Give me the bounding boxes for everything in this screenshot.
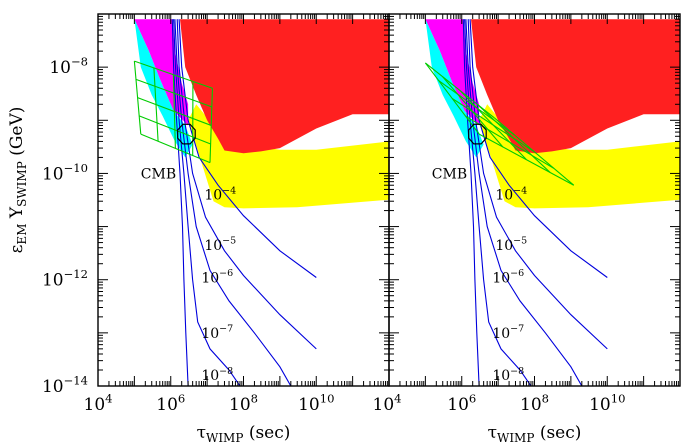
y-ticks	[98, 15, 389, 387]
x-axis-label: τWIMP (sec)	[197, 423, 291, 443]
curve-3	[465, 19, 583, 386]
curve-label-3: 10−6	[201, 268, 233, 286]
grid-row-line	[140, 133, 211, 164]
region-yellow	[188, 104, 389, 209]
region-cyan	[134, 19, 193, 158]
x-tick-label: 1010	[298, 391, 334, 415]
x-tick-label: 106	[447, 391, 476, 415]
green-grid	[424, 62, 575, 186]
curve-label-2: 10−5	[495, 236, 527, 254]
curve-label-5: 10−8	[492, 366, 524, 384]
cmb-label: CMB	[141, 166, 176, 182]
region-red	[180, 19, 389, 154]
y-tick-label: 10−12	[42, 267, 88, 291]
curve-4	[464, 19, 532, 386]
octagon-marker	[177, 123, 196, 145]
x-tick-label: 1010	[589, 391, 625, 415]
curve-label-3: 10−6	[492, 268, 524, 286]
region-yellow	[479, 104, 680, 209]
curve-5	[171, 19, 189, 386]
y-tick-label: 10−8	[49, 54, 88, 78]
green-grid	[133, 60, 213, 164]
y-axis-label: εEM YSWIMP (GeV)	[7, 107, 29, 254]
panel-left: 10−4 10−5 10−6 10−7 10−8 CMB 104 106 108 1010 10−8…	[7, 13, 390, 443]
x-tick-label: 104	[373, 391, 402, 415]
curve-label-4: 10−7	[492, 324, 524, 342]
grid-row-line	[138, 115, 211, 145]
curve-5	[462, 19, 480, 386]
x-tick-label: 108	[229, 391, 258, 415]
x-axis-label: τWIMP (sec)	[488, 423, 582, 443]
y-tick-label: 10−14	[42, 373, 88, 397]
curve-label-1: 10−4	[495, 185, 527, 203]
cmb-label: CMB	[432, 166, 467, 182]
x-tick-label: 104	[84, 391, 113, 415]
y-ticks	[389, 15, 680, 387]
y-tick-label: 10−10	[42, 161, 88, 185]
grid-row-line	[425, 62, 495, 119]
grid-col-line	[172, 74, 176, 149]
x-tick-label: 108	[520, 391, 549, 415]
octagon-marker	[468, 123, 487, 145]
region-cyan	[425, 19, 484, 158]
curve-label-1: 10−4	[204, 185, 236, 203]
region-magenta	[134, 19, 189, 126]
curve-1	[178, 19, 317, 278]
grid-col-line	[209, 88, 213, 163]
curve-1	[469, 19, 608, 278]
curve-label-2: 10−5	[204, 236, 236, 254]
curve-2	[176, 19, 317, 350]
grid-row-line	[465, 115, 555, 169]
grid-row-line	[478, 133, 575, 186]
curve-4	[173, 19, 241, 386]
plot-area	[424, 19, 680, 386]
curve-3	[174, 19, 292, 386]
x-ticks	[97, 14, 388, 386]
curve-label-5: 10−8	[201, 366, 233, 384]
grid-col-line	[494, 117, 575, 186]
panel-right: 10−4 10−5 10−6 10−7 10−8 CMB 106 108 1010 104 τWIM…	[373, 13, 681, 443]
region-magenta	[425, 19, 480, 126]
x-tick-label: 106	[156, 391, 185, 415]
x-ticks	[388, 14, 679, 386]
curve-2	[467, 19, 608, 350]
plot-area	[133, 19, 389, 386]
grid-col-line	[459, 90, 527, 161]
grid-col-line	[476, 103, 551, 173]
curve-label-4: 10−7	[201, 324, 233, 342]
region-red	[471, 19, 680, 154]
